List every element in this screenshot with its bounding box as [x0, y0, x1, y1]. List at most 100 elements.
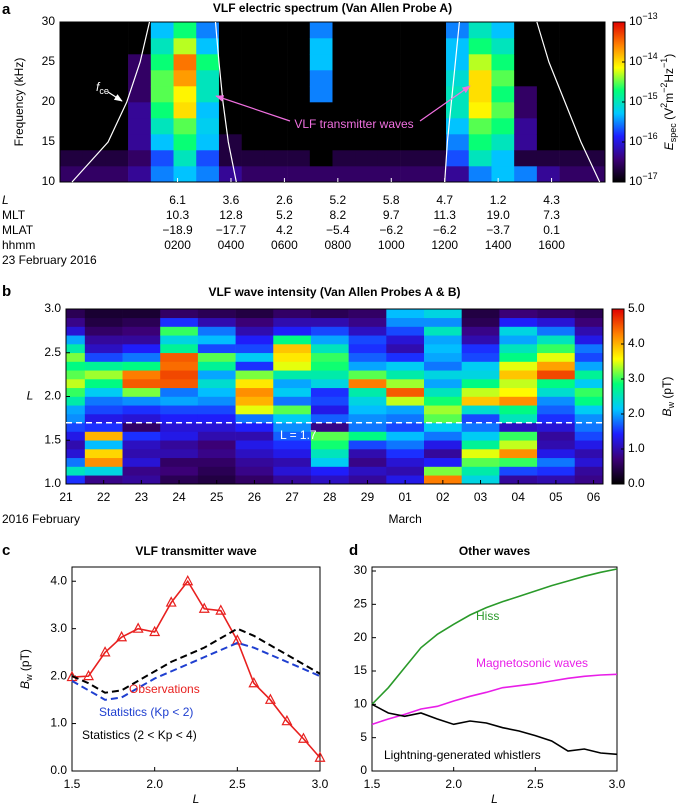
heatmap-cell: [574, 457, 604, 467]
heatmap-cell: [574, 317, 604, 327]
heatmap-cell: [537, 335, 576, 345]
heatmap-cell: [241, 166, 265, 183]
heatmap-cell: [235, 387, 274, 397]
y-tick-label: 2.5: [44, 345, 61, 359]
heatmap-cell: [348, 309, 387, 319]
heatmap-cell: [537, 326, 576, 336]
heatmap-cell: [332, 118, 356, 135]
heatmap-cell: [309, 118, 333, 135]
heatmap-cell: [273, 387, 312, 397]
row-name: L: [2, 193, 9, 207]
heatmap-cell: [197, 431, 236, 441]
row-value: −18.9: [162, 223, 193, 237]
heatmap-cell: [400, 70, 424, 87]
heatmap-cell: [461, 317, 500, 327]
heatmap-cell: [468, 22, 492, 39]
row-value: 2.6: [276, 193, 293, 207]
heatmap-cell: [310, 449, 349, 459]
heatmap-cell: [66, 396, 86, 406]
heatmap-cell: [461, 352, 500, 362]
heatmap-cell: [128, 22, 152, 39]
heatmap-cell: [446, 22, 470, 39]
heatmap-cell: [82, 118, 106, 135]
heatmap-cell: [173, 102, 197, 119]
heatmap-cell: [235, 449, 274, 459]
heatmap-cell: [60, 70, 84, 87]
legend-label: Magnetosonic waves: [476, 656, 588, 670]
heatmap-cell: [536, 22, 560, 39]
heatmap-cell: [332, 38, 356, 55]
colorbar-label-part: 2: [659, 103, 669, 108]
heatmap-cell: [499, 405, 538, 415]
heatmap-cell: [235, 405, 274, 415]
heatmap-cell: [122, 449, 161, 459]
heatmap-cell: [122, 396, 161, 406]
data-point: [281, 714, 293, 726]
heatmap-cell: [309, 38, 333, 55]
legend-label: Hiss: [476, 609, 499, 623]
y-tick-label: 20: [42, 94, 56, 108]
heatmap-cell: [241, 134, 265, 151]
heatmap-cell: [559, 134, 583, 151]
data-point: [248, 676, 260, 688]
heatmap-cell: [386, 466, 425, 476]
colorbar-tick-label: 10−14: [629, 51, 658, 68]
row-value: −5.4: [326, 223, 350, 237]
heatmap-cell: [400, 166, 424, 183]
heatmap-cell: [348, 405, 387, 415]
x-tick-label: 2.0: [146, 777, 163, 791]
heatmap-cell: [310, 414, 349, 424]
heatmap-cell: [60, 54, 84, 71]
colorbar-tick-label: 10−15: [629, 91, 658, 108]
heatmap-cell: [499, 335, 538, 345]
heatmap-cell: [461, 326, 500, 336]
heatmap-cell: [60, 22, 84, 39]
x-tick-label: 3.0: [312, 777, 329, 791]
heatmap-cell: [491, 118, 515, 135]
heatmap-cell: [499, 431, 538, 441]
x-tick-label: 1400: [485, 238, 512, 252]
heatmap-cell: [355, 134, 379, 151]
heatmap-cell: [122, 335, 161, 345]
heatmap-cell: [424, 309, 462, 319]
heatmap-cell: [150, 86, 174, 103]
data-point: [132, 622, 144, 633]
heatmap-cell: [348, 370, 387, 380]
heatmap-cell: [348, 335, 387, 345]
heatmap-cell: [446, 134, 470, 151]
heatmap-cell: [461, 466, 500, 476]
heatmap-cell: [499, 344, 538, 354]
heatmap-cell: [235, 326, 274, 336]
heatmap-cell: [160, 475, 199, 485]
heatmap-cell: [84, 396, 123, 406]
heatmap-cell: [424, 387, 462, 397]
heatmap-cell: [499, 387, 538, 397]
heatmap-cell: [309, 54, 333, 71]
heatmap-cell: [424, 440, 462, 450]
heatmap-cell: [66, 387, 86, 397]
heatmap-cell: [235, 361, 274, 371]
heatmap-cell: [377, 70, 401, 87]
heatmap-cell: [424, 457, 462, 467]
heatmap-cell: [84, 335, 123, 345]
heatmap-cell: [122, 379, 161, 389]
heatmap-cell: [122, 414, 161, 424]
colorbar-tick-label: 0.0: [628, 476, 645, 490]
heatmap-cell: [196, 38, 220, 55]
heatmap-cell: [82, 166, 106, 183]
x-tick-label: 29: [361, 490, 375, 504]
heatmap-cell: [400, 102, 424, 119]
heatmap-cell: [536, 166, 560, 183]
heatmap-cell: [461, 449, 500, 459]
row-value: 4.3: [543, 193, 560, 207]
heatmap-cell: [491, 86, 515, 103]
x-tick-label: 03: [474, 490, 488, 504]
heatmap-cell: [66, 475, 86, 485]
heatmap-cell: [264, 38, 288, 55]
heatmap-cell: [160, 440, 199, 450]
heatmap-cell: [468, 38, 492, 55]
heatmap-cell: [66, 344, 86, 354]
heatmap-cell: [264, 86, 288, 103]
heatmap-cell: [84, 431, 123, 441]
heatmap-cell: [386, 440, 425, 450]
